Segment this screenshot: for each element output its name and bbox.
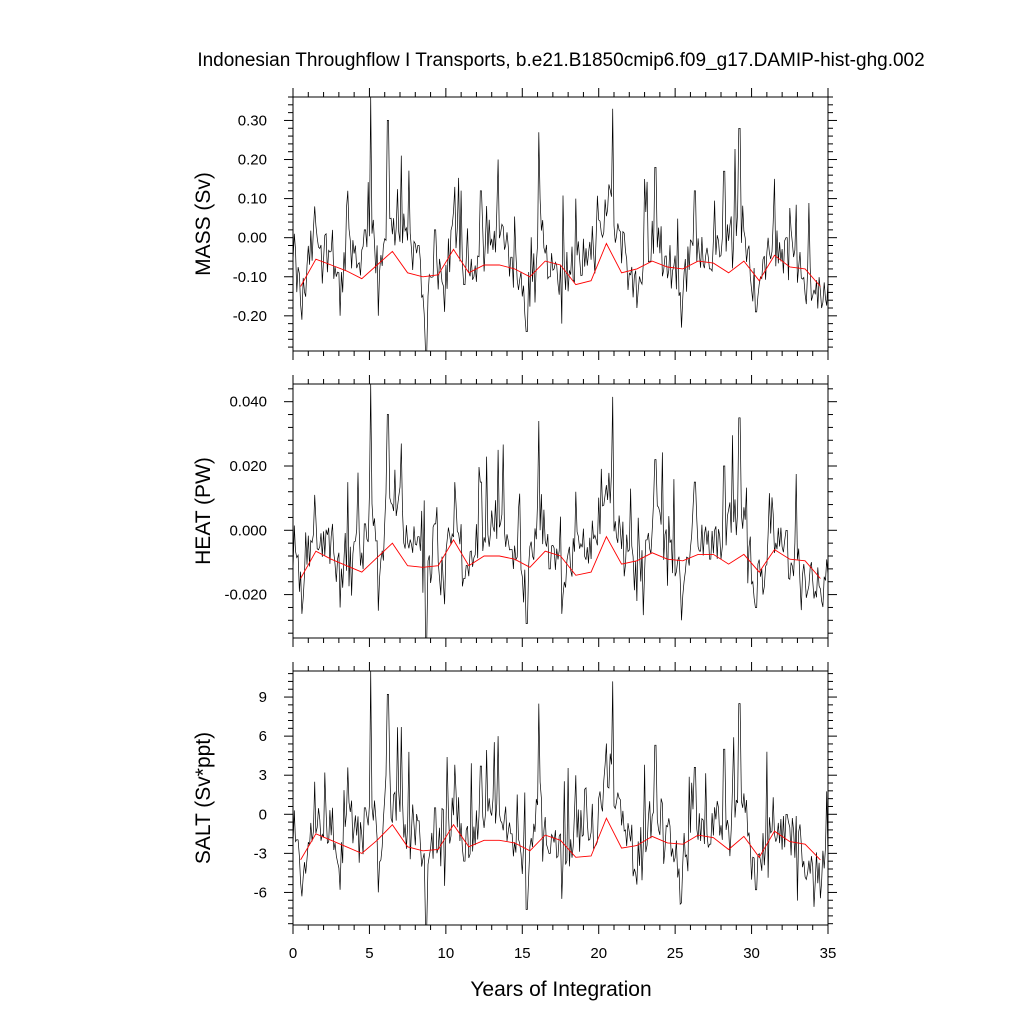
plot-frame bbox=[292, 670, 829, 926]
x-tick-label: 30 bbox=[743, 945, 760, 962]
y-axis-title: HEAT (PW) bbox=[192, 457, 215, 565]
y-tick-label: 9 bbox=[259, 689, 267, 706]
monthly-series-line bbox=[292, 96, 829, 352]
y-tick-label: 0.040 bbox=[229, 394, 267, 411]
plot-frame bbox=[292, 96, 829, 352]
y-tick-label: -0.020 bbox=[224, 587, 267, 604]
y-tick-label: -6 bbox=[254, 884, 267, 901]
x-tick-label: 25 bbox=[667, 945, 684, 962]
y-tick-label: 3 bbox=[259, 767, 267, 784]
x-axis-title: Years of Integration bbox=[470, 978, 651, 1001]
panel-3: -6 -3 0 3 6 9 SALT (Sv*ppt) bbox=[192, 662, 837, 934]
y-tick-label: 0.00 bbox=[238, 230, 267, 247]
y-axis-title: MASS (Sv) bbox=[192, 172, 215, 276]
y-axis-title: SALT (Sv*ppt) bbox=[192, 732, 215, 864]
y-tick-label: 0.020 bbox=[229, 458, 267, 475]
y-tick-label: 0.10 bbox=[238, 191, 267, 208]
annual-mean-line bbox=[300, 242, 821, 287]
y-tick-label: 0.000 bbox=[229, 522, 267, 539]
x-tick-label: 35 bbox=[820, 945, 837, 962]
annual-mean-line bbox=[300, 535, 821, 579]
monthly-series-line bbox=[292, 383, 829, 639]
x-tick-label: 10 bbox=[438, 945, 455, 962]
x-tick-label: 15 bbox=[514, 945, 531, 962]
y-tick-label: 6 bbox=[259, 728, 267, 745]
panel-1: -0.20 -0.10 0.00 0.10 0.20 0.30 MASS (Sv) bbox=[192, 88, 837, 360]
y-tick-label: 0.20 bbox=[238, 152, 267, 169]
y-tick-label: 0 bbox=[259, 806, 267, 823]
chart-title: Indonesian Throughflow I Transports, b.e… bbox=[197, 50, 924, 71]
x-tick-label: 5 bbox=[365, 945, 373, 962]
y-tick-label: -0.20 bbox=[233, 308, 267, 325]
x-tick-label: 0 bbox=[289, 945, 297, 962]
panel-2: -0.020 0.000 0.020 0.040 HEAT (PW) bbox=[192, 375, 837, 647]
y-tick-label: 0.30 bbox=[238, 112, 267, 129]
annual-mean-line bbox=[300, 817, 821, 861]
plot-frame bbox=[292, 383, 829, 639]
y-tick-label: -0.10 bbox=[233, 269, 267, 286]
panels-group: -0.20 -0.10 0.00 0.10 0.20 0.30 MASS (Sv) -0.02… bbox=[192, 88, 837, 962]
y-tick-label: -3 bbox=[254, 845, 267, 862]
x-tick-label: 20 bbox=[590, 945, 607, 962]
monthly-series-line bbox=[292, 670, 829, 926]
